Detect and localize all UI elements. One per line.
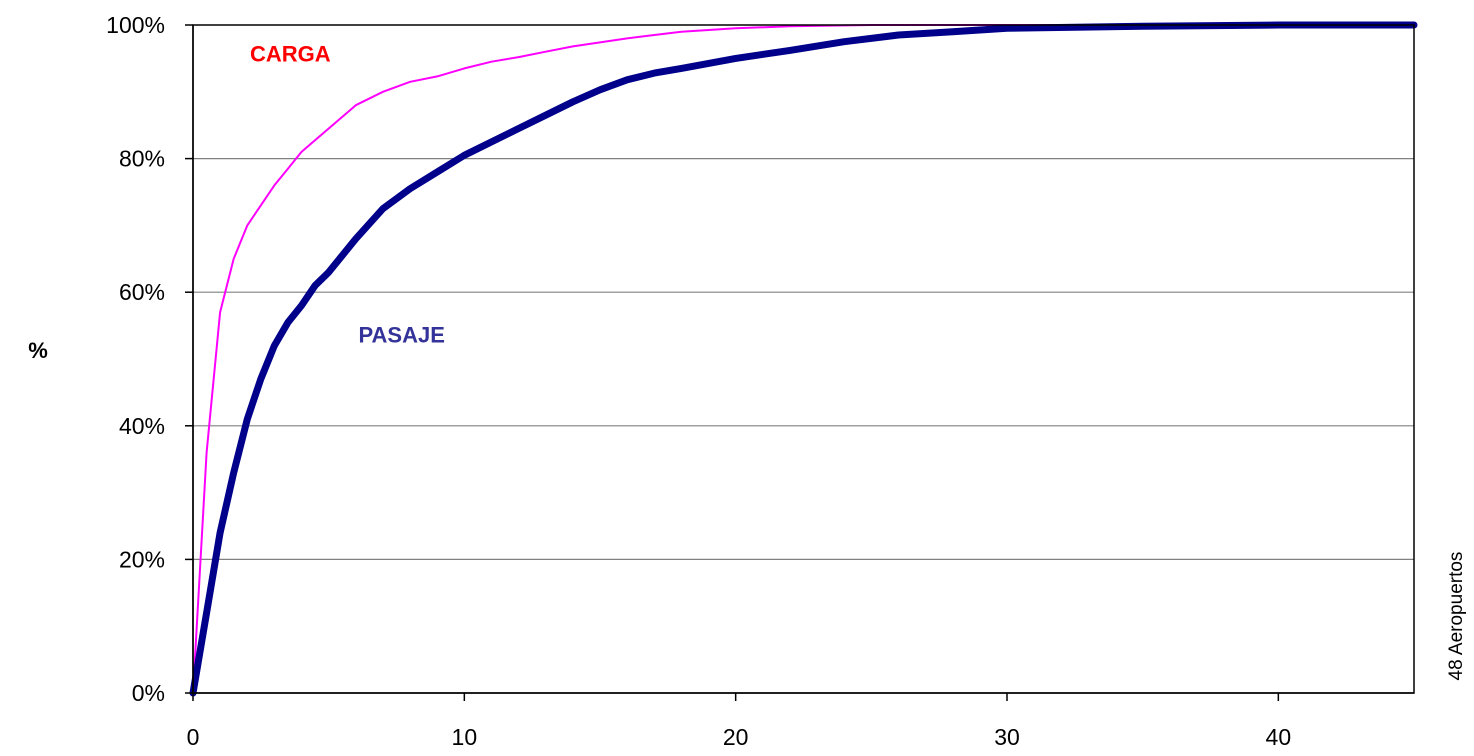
series-line-pasaje [189, 21, 1418, 697]
x-tick-label: 30 [994, 724, 1020, 750]
y-tick-label: 100% [106, 12, 165, 38]
side-note-label: 48 Aeropuertos [1446, 552, 1467, 681]
y-tick-label: 80% [119, 146, 165, 172]
x-tick-label: 10 [452, 724, 478, 750]
x-tick-label: 0 [187, 724, 200, 750]
y-axis: 0% 20% 40% 60% 80% 100% [106, 12, 194, 706]
y-tick-label: 60% [119, 279, 165, 305]
y-tick-label: 20% [119, 546, 165, 572]
y-axis-title: % [28, 338, 48, 363]
plot-area-frame [192, 24, 1415, 694]
y-tick-label: 40% [119, 413, 165, 439]
series-lines [189, 21, 1418, 697]
y-tick-label: 0% [132, 680, 165, 706]
series-labels: CARGA PASAJE [250, 42, 445, 348]
x-axis: 0 10 20 30 40 [187, 692, 1414, 750]
series-label-carga: CARGA [250, 42, 331, 67]
x-tick-label: 40 [1266, 724, 1292, 750]
gridlines [193, 158, 1414, 561]
series-line-carga [192, 24, 1415, 694]
x-tick-label: 20 [723, 724, 749, 750]
series-label-pasaje: PASAJE [359, 322, 445, 347]
